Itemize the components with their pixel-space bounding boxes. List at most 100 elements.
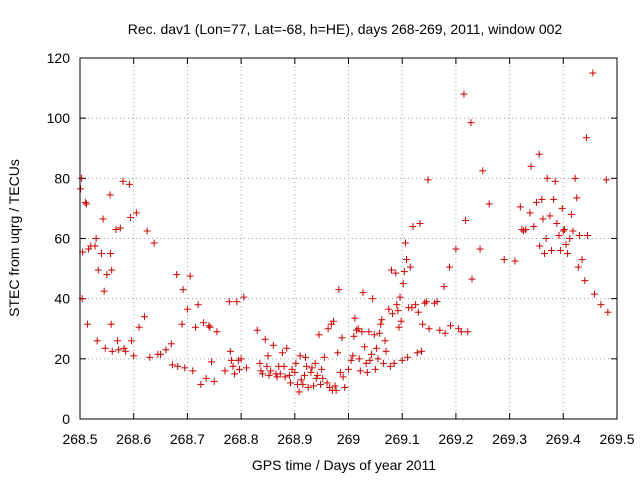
data-point: [338, 334, 346, 342]
data-point: [542, 235, 550, 242]
data-point: [122, 347, 130, 355]
data-point: [240, 293, 248, 301]
data-point: [436, 326, 444, 334]
data-point: [546, 212, 554, 220]
data-point: [418, 347, 426, 355]
data-point: [335, 286, 343, 294]
data-point: [392, 269, 400, 277]
data-point: [210, 377, 218, 385]
data-point: [339, 373, 347, 381]
data-point: [485, 200, 493, 208]
data-point: [460, 90, 468, 98]
x-tick-label: 269.1: [385, 431, 420, 447]
data-point: [200, 319, 208, 327]
y-tick-label: 100: [47, 110, 71, 126]
data-point: [259, 370, 267, 378]
data-point: [276, 370, 284, 378]
data-point: [558, 204, 566, 212]
data-point: [590, 290, 598, 298]
data-point: [157, 350, 165, 358]
data-point: [406, 263, 414, 271]
data-point: [396, 293, 404, 301]
data-point: [574, 263, 582, 271]
data-point: [564, 250, 572, 258]
data-point: [356, 367, 364, 375]
data-point: [414, 308, 422, 316]
data-point: [571, 174, 579, 182]
data-point: [530, 222, 538, 230]
data-point: [376, 329, 384, 337]
data-point: [93, 337, 101, 345]
data-point: [173, 271, 181, 279]
data-point: [412, 301, 420, 309]
y-tick-label: 80: [54, 170, 70, 186]
data-point: [264, 352, 272, 360]
data-point: [253, 326, 261, 334]
data-point: [424, 176, 432, 184]
data-point: [267, 367, 275, 375]
data-point: [194, 301, 202, 309]
x-tick-label: 268.9: [277, 431, 312, 447]
grid-lines: [80, 58, 617, 419]
data-point: [100, 287, 108, 295]
data-point: [368, 350, 376, 358]
data-point: [387, 266, 395, 274]
data-point: [227, 356, 235, 364]
data-point: [353, 326, 361, 334]
data-point: [107, 320, 115, 328]
data-point: [280, 362, 288, 370]
data-point: [372, 344, 380, 352]
data-point: [402, 256, 410, 264]
chart-title: Rec. dav1 (Lon=77, Lat=-68, h=HE), days …: [128, 21, 563, 37]
data-point: [257, 367, 265, 375]
data-point: [206, 323, 214, 331]
data-point: [319, 374, 327, 382]
data-point: [500, 256, 508, 264]
data-point: [336, 368, 344, 376]
y-tick-label: 20: [54, 351, 70, 367]
data-point: [77, 185, 85, 193]
data-point: [543, 174, 551, 182]
data-point: [538, 195, 546, 203]
data-point: [302, 353, 310, 361]
data-point: [581, 277, 589, 285]
data-point: [221, 367, 229, 375]
data-point: [183, 305, 191, 313]
data-point: [404, 353, 412, 361]
data-point: [317, 380, 325, 388]
data-point: [569, 227, 577, 235]
data-point: [101, 344, 109, 352]
data-point: [143, 227, 151, 235]
data-point: [287, 379, 295, 387]
data-point: [452, 245, 460, 253]
data-point: [370, 331, 378, 339]
data-point: [323, 379, 331, 387]
data-point: [397, 317, 405, 325]
data-point: [291, 368, 299, 376]
data-point: [191, 323, 199, 331]
data-point: [130, 352, 138, 360]
x-tick-label: 269.4: [546, 431, 581, 447]
data-point: [299, 380, 307, 388]
data-point: [112, 225, 120, 233]
data-point: [539, 215, 547, 223]
data-point: [324, 325, 332, 333]
data-point: [347, 356, 355, 364]
data-point: [304, 383, 312, 391]
data-point: [311, 359, 319, 367]
data-point: [300, 371, 308, 379]
data-point: [377, 320, 385, 328]
data-point: [92, 235, 100, 242]
data-point: [273, 373, 281, 381]
x-tick-label: 268.7: [170, 431, 205, 447]
data-point: [374, 355, 382, 363]
x-tick-label: 268.5: [62, 431, 97, 447]
x-tick-label: 268.6: [116, 431, 151, 447]
data-point: [162, 346, 170, 354]
data-point: [355, 355, 363, 363]
data-point: [560, 225, 568, 233]
data-point: [382, 347, 390, 355]
data-point: [553, 219, 561, 227]
x-tick-label: 269.5: [599, 431, 634, 447]
data-point: [365, 328, 373, 336]
